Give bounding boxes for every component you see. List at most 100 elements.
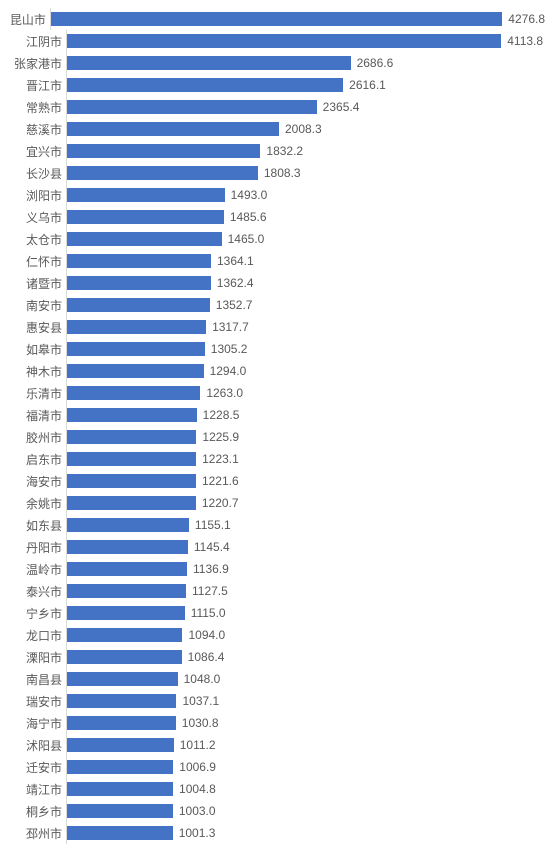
bar-track: 1030.8: [66, 712, 545, 734]
value-label: 1030.8: [182, 716, 219, 730]
bar: [67, 606, 185, 620]
bar-track: 4113.8: [66, 30, 545, 52]
category-label: 仁怀市: [4, 253, 66, 270]
value-label: 1362.4: [217, 276, 254, 290]
bar-row: 仁怀市1364.1: [4, 250, 545, 272]
bar-track: 1263.0: [66, 382, 545, 404]
bar-row: 启东市1223.1: [4, 448, 545, 470]
category-label: 太仓市: [4, 231, 66, 248]
bar-row: 温岭市1136.9: [4, 558, 545, 580]
category-label: 如皋市: [4, 341, 66, 358]
category-label: 长沙县: [4, 165, 66, 182]
bar: [67, 716, 176, 730]
bar-row: 宁乡市1115.0: [4, 602, 545, 624]
category-label: 南昌县: [4, 671, 66, 688]
bar-row: 海安市1221.6: [4, 470, 545, 492]
bar-row: 溧阳市1086.4: [4, 646, 545, 668]
bar-track: 1305.2: [66, 338, 545, 360]
category-label: 溧阳市: [4, 649, 66, 666]
bar-track: 1145.4: [66, 536, 545, 558]
bar-track: 2365.4: [66, 96, 545, 118]
bar-track: 2686.6: [66, 52, 545, 74]
bar-row: 乐清市1263.0: [4, 382, 545, 404]
bar-row: 如东县1155.1: [4, 514, 545, 536]
value-label: 1225.9: [202, 430, 239, 444]
category-label: 浏阳市: [4, 187, 66, 204]
bar-track: 2008.3: [66, 118, 545, 140]
value-label: 1317.7: [212, 320, 249, 334]
bar: [67, 408, 197, 422]
value-label: 1155.1: [195, 518, 231, 532]
value-label: 1223.1: [202, 452, 239, 466]
bar: [51, 12, 502, 26]
horizontal-bar-chart: 昆山市4276.8江阴市4113.8张家港市2686.6晋江市2616.1常熟市…: [0, 0, 555, 852]
bar: [67, 100, 317, 114]
bar: [67, 694, 176, 708]
value-label: 2008.3: [285, 122, 322, 136]
bar-row: 诸暨市 1362.4: [4, 272, 545, 294]
category-label: 余姚市: [4, 495, 66, 512]
value-label: 1037.1: [182, 694, 219, 708]
bar-row: 福清市1228.5: [4, 404, 545, 426]
category-label: 温岭市: [4, 561, 66, 578]
bar: [67, 276, 211, 290]
bar-track: 1317.7: [66, 316, 545, 338]
bar: [67, 298, 210, 312]
bar-row: 邳州市1001.3: [4, 822, 545, 844]
bar: [67, 540, 188, 554]
bar-row: 慈溪市2008.3: [4, 118, 545, 140]
bar: [67, 760, 173, 774]
bar: [67, 34, 501, 48]
value-label: 1228.5: [203, 408, 240, 422]
bar-track: 1832.2: [66, 140, 545, 162]
bar-row: 丹阳市1145.4: [4, 536, 545, 558]
bar: [67, 144, 260, 158]
bar-track: 1225.9: [66, 426, 545, 448]
bar-track: 1221.6: [66, 470, 545, 492]
bar-track: 1493.0: [66, 184, 545, 206]
bar: [67, 826, 173, 840]
bar-track: 1001.3: [66, 822, 545, 844]
bar-track: 1155.1: [66, 514, 545, 536]
bar: [67, 628, 182, 642]
category-label: 晋江市: [4, 77, 66, 94]
category-label: 诸暨市: [4, 275, 66, 292]
bar-row: 瑞安市1037.1: [4, 690, 545, 712]
bar-track: 1094.0: [66, 624, 545, 646]
bar-row: 南昌县1048.0: [4, 668, 545, 690]
value-label: 1094.0: [188, 628, 225, 642]
bar-row: 义乌市1485.6: [4, 206, 545, 228]
bar-track: 1003.0: [66, 800, 545, 822]
category-label: 迁安市: [4, 759, 66, 776]
bar: [67, 672, 178, 686]
bar-row: 桐乡市1003.0: [4, 800, 545, 822]
bar-row: 神木市1294.0: [4, 360, 545, 382]
category-label: 海宁市: [4, 715, 66, 732]
bar: [67, 342, 205, 356]
bar-track: 1115.0: [66, 602, 545, 624]
category-label: 海安市: [4, 473, 66, 490]
bar: [67, 584, 186, 598]
bar-track: 1465.0: [66, 228, 545, 250]
bar-row: 靖江市1004.8: [4, 778, 545, 800]
value-label: 1145.4: [194, 540, 230, 554]
category-label: 常熟市: [4, 99, 66, 116]
value-label: 1127.5: [192, 584, 228, 598]
bar-track: 1220.7: [66, 492, 545, 514]
bar-row: 常熟市2365.4: [4, 96, 545, 118]
bar-row: 太仓市1465.0: [4, 228, 545, 250]
category-label: 江阴市: [4, 33, 66, 50]
bar: [67, 430, 196, 444]
category-label: 南安市: [4, 297, 66, 314]
bar-row: 胶州市1225.9: [4, 426, 545, 448]
bar-track: 1086.4: [66, 646, 545, 668]
bar: [67, 320, 206, 334]
value-label: 1004.8: [179, 782, 216, 796]
value-label: 1294.0: [210, 364, 247, 378]
bar-row: 泰兴市1127.5: [4, 580, 545, 602]
bar-track: 1352.7: [66, 294, 545, 316]
category-label: 义乌市: [4, 209, 66, 226]
bar-row: 惠安县1317.7: [4, 316, 545, 338]
bar: [67, 188, 225, 202]
value-label: 1220.7: [202, 496, 239, 510]
